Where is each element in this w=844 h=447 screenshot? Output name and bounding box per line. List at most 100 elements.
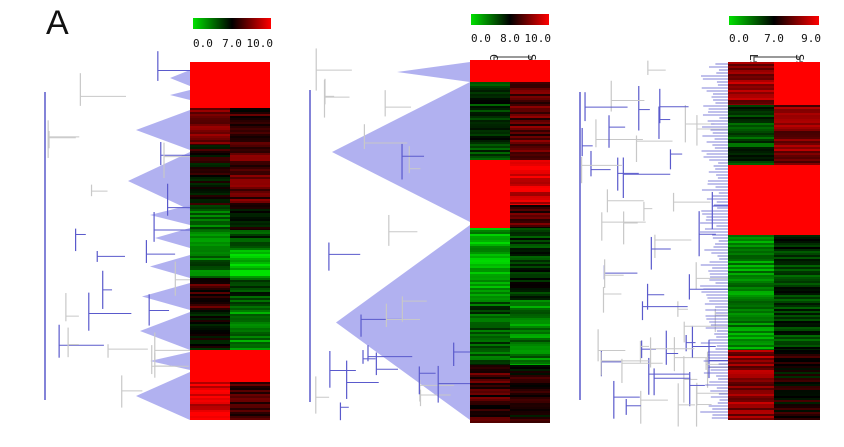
panel-2-heatmap-cell: [510, 98, 550, 100]
panel-2-heatmap-cell: [470, 124, 510, 126]
panel-2-heatmap-cell: [470, 371, 510, 373]
panel-3-heatmap-cell: [774, 229, 820, 231]
panel-1-heatmap-cell: [190, 374, 230, 376]
panel-3-heatmap-cell: [728, 386, 774, 388]
panel-2-heatmap-cell: [470, 180, 510, 182]
panel-1-dendrogram-cluster: [128, 152, 190, 210]
panel-2-heatmap-cell: [470, 330, 510, 332]
panel-2-heatmap-cell: [510, 152, 550, 154]
panel-3-heatmap-cell: [774, 233, 820, 235]
panel-1-heatmap-cell: [230, 404, 270, 406]
panel-3-heatmap-cell: [728, 125, 774, 127]
panel-3-heatmap-cell: [728, 139, 774, 141]
panel-3-heatmap-cell: [728, 253, 774, 255]
panel-3-heatmap-cell: [774, 285, 820, 287]
panel-3-heatmap-cell: [774, 414, 820, 416]
panel-1-heatmap-cell: [230, 298, 270, 300]
panel-1-heatmap-cell: [190, 386, 230, 388]
panel-1-heatmap-cell: [190, 211, 230, 213]
panel-3-heatmap-cell: [774, 199, 820, 201]
panel-2-heatmap-cell: [470, 292, 510, 294]
panel-2-scale-max-label: 10.0: [525, 32, 552, 45]
panel-1-heatmap-cell: [230, 86, 270, 88]
panel-1-heatmap-cell: [190, 308, 230, 310]
panel-3-heatmap-cell: [728, 388, 774, 390]
panel-2-heatmap-cell: [470, 132, 510, 134]
panel-2-heatmap-cell: [510, 166, 550, 168]
panel-2-heatmap-cell: [470, 270, 510, 272]
panel-3-heatmap-cell: [728, 181, 774, 183]
panel-2-heatmap-cell: [470, 417, 510, 419]
panel-2-heatmap-cell: [470, 272, 510, 274]
panel-1-heatmap-cell: [190, 282, 230, 284]
panel-3-heatmap-cell: [728, 147, 774, 149]
panel-3-heatmap-cell: [774, 291, 820, 293]
panel-1-heatmap-cell: [230, 412, 270, 414]
panel-1-heatmap-cell: [230, 400, 270, 402]
panel-3-heatmap-cell: [774, 323, 820, 325]
panel-1-heatmap-cell: [230, 306, 270, 308]
panel-2-heatmap-cell: [510, 318, 550, 320]
panel-1-heatmap-cell: [190, 128, 230, 130]
panel-1-heatmap-cell: [230, 256, 270, 258]
panel-1-heatmap-cell: [230, 138, 270, 140]
panel-1-heatmap-cell: [230, 211, 270, 213]
panel-3-heatmap-cell: [774, 68, 820, 70]
panel-1-heatmap-cell: [190, 242, 230, 244]
panel-3-heatmap-cell: [728, 333, 774, 335]
panel-1-heatmap-cell: [230, 62, 270, 64]
panel-3-heatmap-cell: [728, 195, 774, 197]
panel-1-heatmap-cell: [230, 161, 270, 163]
panel-1-heatmap-cell: [230, 64, 270, 66]
panel-3-heatmap-cell: [774, 343, 820, 345]
panel-3-heatmap-cell: [774, 177, 820, 179]
panel-2-heatmap-cell: [470, 96, 510, 98]
panel-3-heatmap-cell: [728, 62, 774, 64]
panel-1-heatmap-cell: [190, 396, 230, 398]
panel-3-heatmap-cell: [728, 392, 774, 394]
panel-1-heatmap-cell: [190, 84, 230, 86]
panel-2-heatmap-cell: [510, 132, 550, 134]
panel-3-heatmap-cell: [774, 261, 820, 263]
panel-1-heatmap-cell: [230, 183, 270, 185]
panel-3-heatmap-cell: [728, 372, 774, 374]
panel-2-heatmap-cell: [510, 215, 550, 217]
panel-1-heatmap-cell: [230, 84, 270, 86]
panel-1-heatmap-cell: [190, 384, 230, 386]
panel-2-heatmap-cell: [470, 342, 510, 344]
panel-1-heatmap-cell: [190, 236, 230, 238]
panel-2-heatmap-cell: [470, 276, 510, 278]
panel-1-heatmap-cell: [190, 304, 230, 306]
panel-1-heatmap-cell: [190, 306, 230, 308]
panel-2-heatmap-cell: [510, 346, 550, 348]
panel-1-heatmap-cell: [190, 161, 230, 163]
panel-1-heatmap-cell: [230, 398, 270, 400]
panel-2-heatmap-cell: [510, 192, 550, 194]
panel-1-heatmap-cell: [230, 290, 270, 292]
panel-2-heatmap-cell: [470, 300, 510, 302]
panel-2-heatmap-cell: [470, 76, 510, 78]
panel-2-heatmap-cell: [510, 314, 550, 316]
panel-2-heatmap-cell: [470, 334, 510, 336]
panel-3-heatmap-cell: [774, 133, 820, 135]
panel-2-heatmap-cell: [510, 154, 550, 156]
panel-2-heatmap-cell: [470, 66, 510, 68]
panel-2-heatmap-cell: [510, 286, 550, 288]
panel-2-heatmap-cell: [510, 250, 550, 252]
panel-1-heatmap-cell: [190, 342, 230, 344]
panel-1-heatmap-cell: [230, 352, 270, 354]
panel-2-heatmap-cell: [510, 134, 550, 136]
panel-1-heatmap-cell: [190, 416, 230, 418]
panel-1-heatmap-cell: [190, 240, 230, 242]
panel-2-heatmap-cell: [510, 304, 550, 306]
panel-3-heatmap-cell: [728, 167, 774, 169]
panel-3-heatmap-cell: [728, 189, 774, 191]
panel-2-heatmap-cell: [510, 296, 550, 298]
panel-3-heatmap-cell: [728, 94, 774, 96]
panel-1-heatmap-cell: [230, 268, 270, 270]
panel-2-heatmap-cell: [510, 138, 550, 140]
panel-1-heatmap-cell: [190, 410, 230, 412]
panel-2-color-scale-bar: [471, 14, 549, 25]
panel-1-heatmap-cell: [230, 342, 270, 344]
panel-1-heatmap-cell: [190, 64, 230, 66]
